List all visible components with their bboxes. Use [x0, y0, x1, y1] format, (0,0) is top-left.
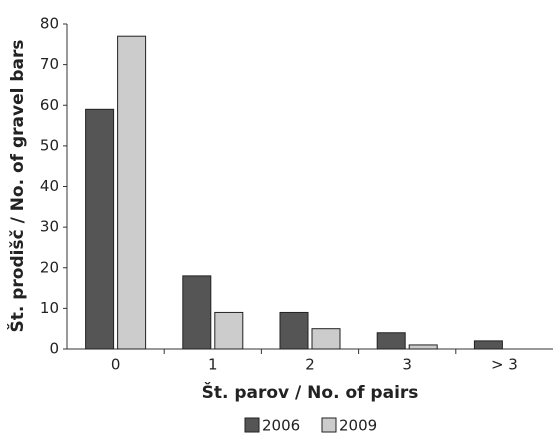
legend-label: 2006: [262, 417, 300, 434]
bar: [473, 340, 503, 350]
legend-label: 2009: [339, 417, 377, 434]
bar: [376, 332, 406, 350]
bar: [85, 108, 115, 350]
y-tick-label: 80: [40, 15, 59, 33]
x-tick-label: 2: [305, 356, 315, 374]
legend-swatch: [321, 417, 337, 433]
y-tick-label: 50: [40, 136, 59, 154]
y-tick-label: 70: [40, 55, 59, 73]
bar: [311, 328, 341, 350]
y-tick-label: 30: [40, 218, 59, 236]
bar: [182, 275, 212, 350]
x-axis-title: Št. parov / No. of pairs: [202, 381, 419, 403]
y-tick-label: 0: [49, 340, 59, 358]
x-tick-label: 0: [111, 356, 121, 374]
bar: [117, 35, 147, 350]
y-tick-label: 60: [40, 96, 59, 114]
bar: [408, 344, 438, 350]
x-tick-label: 1: [208, 356, 218, 374]
y-tick-label: 20: [40, 258, 59, 276]
x-tick-label: 3: [402, 356, 412, 374]
x-tick-label: > 3: [491, 356, 518, 374]
bar: [214, 311, 244, 350]
y-tick-label: 40: [40, 177, 59, 195]
y-axis-title: Št. prodišč / No. of gravel bars: [6, 39, 28, 332]
y-tick-label: 10: [40, 299, 59, 317]
legend-swatch: [244, 417, 260, 433]
bar: [279, 311, 309, 350]
